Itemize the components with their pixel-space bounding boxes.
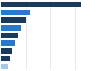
Bar [1, 40, 15, 46]
Bar [1, 2, 81, 7]
Bar [1, 64, 8, 69]
Bar [1, 33, 18, 38]
Bar [1, 48, 12, 54]
Bar [1, 56, 10, 61]
Bar [1, 17, 26, 23]
Bar [1, 25, 21, 31]
Bar [1, 10, 30, 15]
